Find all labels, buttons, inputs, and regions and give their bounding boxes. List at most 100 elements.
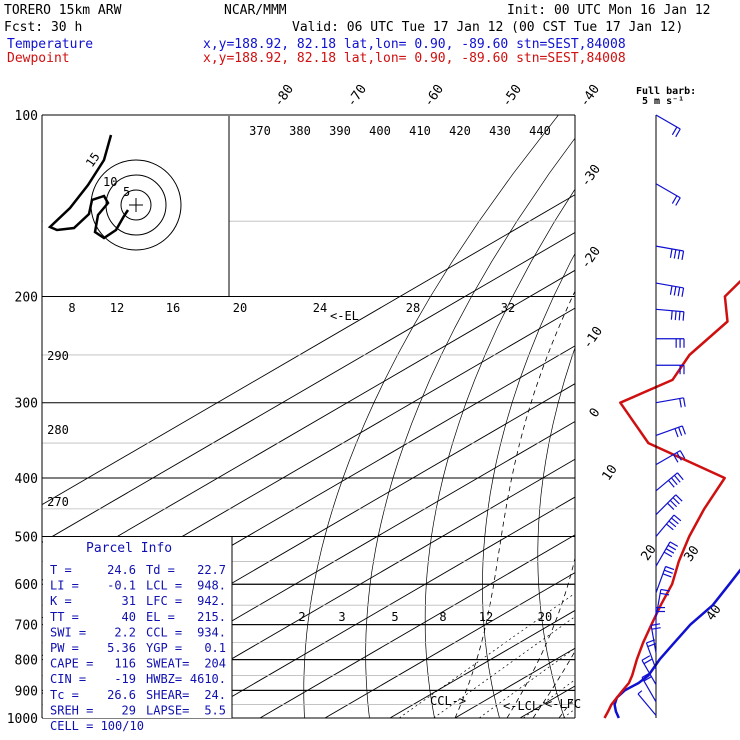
isotherm-label: 10 xyxy=(599,462,620,483)
parcel-value: 26.6 xyxy=(107,688,136,702)
parcel-key: CIN = xyxy=(50,672,86,686)
wind-barb-flag xyxy=(668,520,677,528)
isotherm-label: -60 xyxy=(421,82,447,110)
adiabat-label: 290 xyxy=(47,349,69,363)
wind-barb-flag xyxy=(669,541,679,547)
wind-barb-flag xyxy=(666,523,674,531)
pressure-tick-label: 1000 xyxy=(7,712,38,727)
parcel-key: LI = xyxy=(50,579,79,593)
wind-barb-flag xyxy=(660,588,670,592)
parcel-key: LAPSE= xyxy=(146,703,189,717)
temperature-legend: Temperature xyxy=(7,37,93,52)
adiabat-label: 270 xyxy=(47,495,69,509)
mixing-ratio-line xyxy=(478,647,575,718)
wind-barb-flag xyxy=(677,287,681,297)
wind-barb-flag xyxy=(667,479,675,488)
isotherm-line xyxy=(64,420,575,718)
parcel-key: LFC = xyxy=(146,594,182,608)
wind-barb-flag xyxy=(675,128,681,138)
wind-barb-flag xyxy=(679,450,686,459)
valid-label: Valid: 06 UTC Tue 17 Jan 12 (00 CST Tue … xyxy=(292,20,683,35)
parcel-value: -19 xyxy=(114,672,136,686)
wind-barb-staff xyxy=(645,642,657,670)
parcel-value: 24. xyxy=(204,688,226,702)
wind-barb-flag xyxy=(664,569,673,574)
wind-barb-flag xyxy=(646,639,656,644)
mixing-ratio-label: 8 xyxy=(439,610,446,624)
wind-barb-flag xyxy=(665,565,675,571)
wind-barb-flag xyxy=(679,398,682,408)
wind-barb-flag xyxy=(675,197,681,206)
wind-barb-flag xyxy=(678,427,683,436)
wind-barb-staff xyxy=(641,659,657,685)
wind-barb-flag xyxy=(682,397,686,407)
theta-label: 440 xyxy=(529,124,551,138)
wind-barb-flag xyxy=(641,672,651,679)
wind-barb-staff xyxy=(650,625,657,654)
parcel-value: 29 xyxy=(122,703,136,717)
parcel-value: 0.1 xyxy=(204,641,226,655)
wind-barb-staff xyxy=(655,541,671,567)
hodograph-speed-label: 16 xyxy=(166,301,180,315)
hodograph-speed-label: 20 xyxy=(233,301,247,315)
wind-barb-staff xyxy=(655,397,684,404)
isotherm-label: 0 xyxy=(587,405,604,420)
hodograph-speed-label: 12 xyxy=(110,301,124,315)
wind-barb-staff xyxy=(655,183,681,199)
parcel-info-box: Parcel Info T = 24.6 Td = 22.7 LI = -0.1 LCL = 9… xyxy=(43,537,575,733)
wind-barb-flag xyxy=(665,548,675,554)
el-annotation: <-EL xyxy=(330,309,359,323)
isotherm-line xyxy=(194,496,575,718)
parcel-key: K = xyxy=(50,594,72,608)
isotherm-line xyxy=(129,458,575,718)
moist-adiabat-line xyxy=(611,221,740,718)
dry-adiabat-line xyxy=(482,252,575,718)
wind-barb-flag xyxy=(669,248,673,258)
wind-barb-flag xyxy=(681,425,686,435)
isotherm-label: -30 xyxy=(578,162,604,190)
isotherm-line xyxy=(42,232,575,543)
barb-note: Full barb: xyxy=(636,86,696,97)
ccl-annotation: CCL-> xyxy=(430,694,466,708)
mixing-ratio-label: 2 xyxy=(298,610,305,624)
moist-adiabat-line xyxy=(532,650,575,718)
wind-barb-staff xyxy=(641,677,657,703)
location-line-red: x,y=188.92, 82.18 lat,lon= 0.90, -89.60 … xyxy=(203,51,626,66)
wind-barb-staff xyxy=(655,514,675,537)
isotherm-line xyxy=(42,269,575,581)
wind-barb-flag xyxy=(681,250,685,260)
isotherm-label: -10 xyxy=(580,324,606,352)
lcl-annotation: <-LCL xyxy=(503,699,539,713)
pressure-tick-label: 700 xyxy=(15,619,38,634)
wind-barbs xyxy=(637,114,686,718)
wind-barb-flag xyxy=(651,627,661,630)
pressure-tick-label: 500 xyxy=(15,530,38,545)
isotherm-label: 40 xyxy=(703,602,724,623)
wind-barb-flag xyxy=(682,311,685,321)
wind-barb-staff xyxy=(655,308,684,313)
parcel-key: TT = xyxy=(50,610,79,624)
wind-barb-flag xyxy=(643,658,653,665)
theta-label: 370 xyxy=(249,124,271,138)
hodograph-speed-label: 28 xyxy=(406,301,420,315)
pressure-tick-label: 100 xyxy=(15,109,38,124)
mixing-ratio-line xyxy=(523,679,575,718)
parcel-key: CELL = 100/10 xyxy=(50,719,144,733)
wind-barb-flag xyxy=(674,311,677,321)
parcel-bg xyxy=(43,537,232,718)
wind-barb-flag xyxy=(637,690,643,695)
wind-barb-flag xyxy=(643,675,653,682)
hodograph-speed-label: 32 xyxy=(501,301,515,315)
wind-barb-flag xyxy=(672,454,679,463)
mixing-ratio-label: 5 xyxy=(391,610,398,624)
parcel-value: 116 xyxy=(114,657,136,671)
isotherm-label: -70 xyxy=(344,82,370,110)
wind-barb-flag xyxy=(647,642,657,648)
model-label: TORERO 15km ARW xyxy=(4,3,122,18)
isotherm-line xyxy=(42,194,575,506)
adiabat-label: 280 xyxy=(47,423,69,437)
mixing-ratio-label: 12 xyxy=(479,610,493,624)
parcel-key: HWBZ= xyxy=(146,672,182,686)
